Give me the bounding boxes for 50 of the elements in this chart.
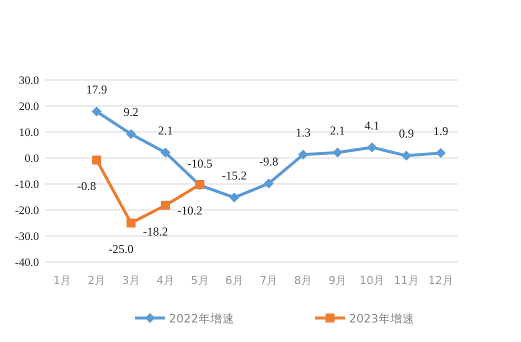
point	[264, 178, 274, 188]
x-tick-label: 5月	[190, 274, 209, 287]
y-tick-label: 20.0	[18, 101, 40, 113]
point	[92, 106, 102, 116]
point	[160, 200, 170, 210]
y-tick-label: -30.0	[15, 231, 40, 243]
data-label: 0.9	[398, 126, 414, 141]
data-label: 1.3	[296, 126, 311, 140]
x-tick-label: 8月	[294, 274, 312, 287]
point	[366, 142, 377, 152]
x-tick-label: 6月	[225, 274, 244, 287]
x-tick-label: 11月	[394, 274, 419, 287]
data-label: 2.1	[330, 124, 346, 138]
data-label: -10.2	[177, 204, 202, 218]
data-label: -10.5	[187, 156, 212, 170]
x-tick-label: 1月	[53, 274, 72, 287]
legend-label: 2023年增速	[349, 312, 414, 326]
data-label: 9.2	[124, 105, 139, 120]
x-tick-label: 2月	[88, 274, 106, 287]
point	[332, 148, 343, 158]
x-tick-label: 4月	[156, 274, 174, 287]
point	[298, 150, 308, 160]
point	[401, 150, 412, 161]
x-tick-label: 12月	[428, 274, 454, 287]
point	[160, 148, 170, 158]
point	[126, 129, 136, 140]
data-label: -25.0	[108, 242, 134, 256]
point	[126, 218, 136, 228]
legend-label: 2022年增速	[169, 312, 234, 326]
data-label: 2.1	[158, 124, 173, 138]
data-label: -15.2	[222, 168, 247, 183]
data-label: 17.9	[86, 82, 108, 96]
y-tick-label: -40.0	[15, 257, 40, 269]
x-tick-label: 9月	[328, 274, 347, 287]
point	[436, 148, 446, 158]
data-label: -9.8	[259, 154, 278, 168]
data-label: -0.8	[77, 179, 96, 194]
x-tick-label: 7月	[260, 274, 278, 287]
point	[229, 192, 240, 203]
data-label: 4.1	[364, 118, 380, 132]
point	[92, 156, 102, 165]
y-tick-label: 0.0	[24, 153, 40, 165]
data-label: 1.9	[433, 124, 448, 138]
y-tick-label: 30.0	[18, 75, 40, 87]
data-label: -18.2	[142, 224, 168, 238]
y-tick-label: -20.0	[15, 205, 40, 217]
y-tick-label: 10.0	[18, 127, 40, 139]
x-tick-label: 3月	[122, 274, 140, 287]
y-tick-label: -10.0	[15, 179, 40, 191]
x-tick-label: 10月	[359, 274, 384, 287]
